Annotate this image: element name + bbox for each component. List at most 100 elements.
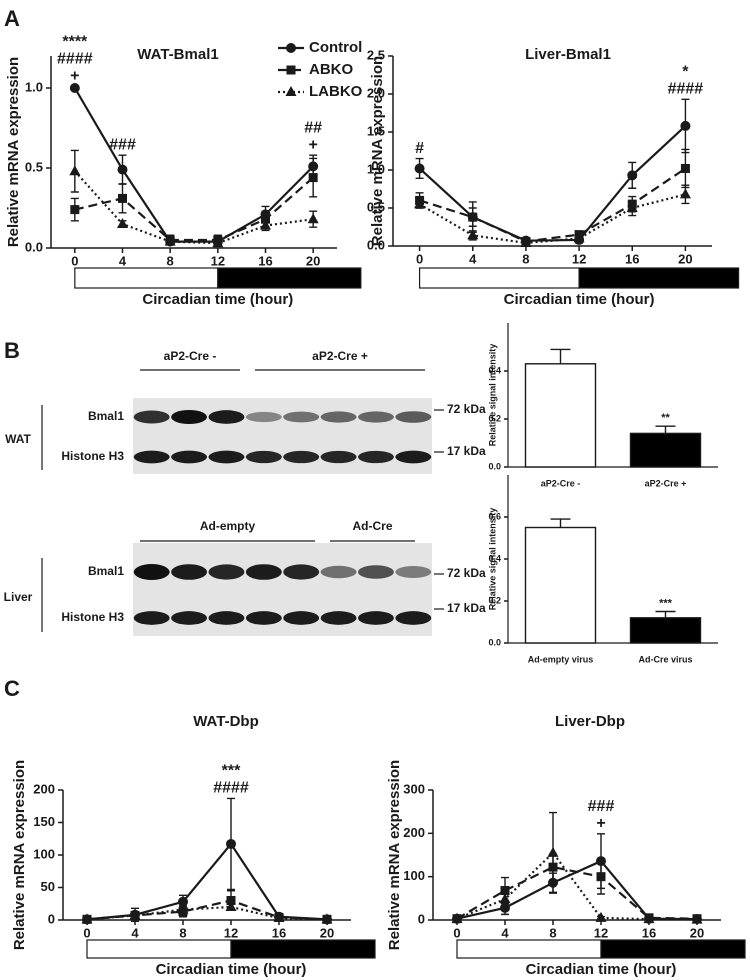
blot-band xyxy=(133,450,170,464)
blot-band xyxy=(357,565,394,579)
x-tick-label: 4 xyxy=(501,925,509,940)
marker xyxy=(679,188,691,199)
y-tick-label: 0.0 xyxy=(367,237,385,252)
marker xyxy=(500,902,510,913)
y-tick-label: 0.2 xyxy=(488,595,501,605)
x-tick-label: 12 xyxy=(224,925,238,940)
annotation: + xyxy=(596,815,605,832)
marker xyxy=(500,886,510,896)
tissue-label: WAT xyxy=(5,432,31,446)
blot-band xyxy=(208,611,245,625)
marker xyxy=(451,912,463,923)
marker xyxy=(164,235,176,246)
marker xyxy=(260,219,271,230)
blot-band xyxy=(357,611,394,625)
y-axis-label: Relative signal intensity xyxy=(487,344,497,447)
blot-band xyxy=(133,564,170,580)
blot-band xyxy=(245,450,282,464)
y-axis-label: Relative signal intensity xyxy=(487,508,497,611)
x-tick-label: 12 xyxy=(211,253,225,268)
y-axis-label: Relative mRNA expression xyxy=(386,760,403,950)
x-tick-label: Ad-Cre virus xyxy=(638,654,692,664)
blot-band xyxy=(245,611,282,625)
x-tick-label: 0 xyxy=(71,253,78,268)
marker xyxy=(414,198,426,209)
blot-band xyxy=(395,411,432,423)
y-axis-label: Relative mRNA expression xyxy=(11,760,28,950)
marker xyxy=(273,912,285,923)
blot-band xyxy=(357,411,394,423)
annotation: + xyxy=(308,136,317,153)
x-axis-label: Circadian time (hour) xyxy=(142,291,293,308)
annotation: **** xyxy=(62,34,88,51)
marker xyxy=(680,120,691,131)
marker xyxy=(308,173,318,183)
size-label: 72 kDa xyxy=(447,566,486,580)
x-tick-label: 8 xyxy=(179,925,186,940)
bar xyxy=(629,617,702,644)
marker xyxy=(595,911,607,922)
y-tick-label: 50 xyxy=(41,879,55,894)
blot-band xyxy=(320,450,357,464)
blot-band xyxy=(245,564,282,580)
x-tick-label: 16 xyxy=(258,253,272,268)
marker xyxy=(286,65,296,75)
panel-label: A xyxy=(4,6,20,31)
marker xyxy=(177,903,189,914)
chart-title: Liver-Bmal1 xyxy=(525,46,611,63)
y-tick-label: 0.5 xyxy=(367,199,385,214)
y-axis-label: Relative mRNA expression xyxy=(5,57,22,247)
blot-band xyxy=(395,611,432,625)
y-tick-label: 2.0 xyxy=(367,85,385,100)
marker xyxy=(225,901,237,911)
marker xyxy=(178,896,188,907)
blot-band xyxy=(395,566,432,578)
series-line xyxy=(456,851,698,921)
annotation: # xyxy=(415,140,424,157)
y-tick-label: 1.5 xyxy=(367,123,385,138)
error-bar xyxy=(550,518,571,528)
annotation: #### xyxy=(668,81,704,98)
y-tick-label: 1.0 xyxy=(367,161,385,176)
blot-row-label: Histone H3 xyxy=(61,449,124,463)
marker xyxy=(596,856,606,867)
marker xyxy=(226,838,236,849)
blot-band xyxy=(283,611,320,625)
chart-title: Liver-Dbp xyxy=(555,713,625,730)
group-label: Ad-Cre xyxy=(352,519,392,533)
marker xyxy=(69,83,80,93)
y-tick-label: 200 xyxy=(403,825,425,840)
y-tick-label: 100 xyxy=(33,846,55,861)
size-label: 17 kDa xyxy=(447,601,486,615)
marker xyxy=(499,893,511,904)
blot-row-label: Bmal1 xyxy=(88,409,124,423)
marker xyxy=(70,205,80,215)
series-line xyxy=(86,905,328,921)
blot-band xyxy=(208,450,245,464)
phase-bar xyxy=(217,267,362,289)
x-tick-label: 20 xyxy=(690,925,704,940)
bar xyxy=(524,363,597,468)
marker xyxy=(226,896,236,905)
x-tick-label: 0 xyxy=(453,925,460,940)
phase-bar xyxy=(86,939,232,959)
y-tick-label: 0 xyxy=(48,911,55,926)
annotation: * xyxy=(682,64,689,81)
series-line xyxy=(73,87,314,243)
series-line xyxy=(418,125,687,242)
x-tick-label: aP2-Cre + xyxy=(645,478,687,488)
x-tick-label: 16 xyxy=(625,251,639,266)
y-tick-label: 0.0 xyxy=(25,239,43,254)
marker xyxy=(69,165,81,176)
group-label: aP2-Cre - xyxy=(164,349,217,363)
y-tick-label: 0.0 xyxy=(488,637,501,647)
blot-band xyxy=(283,564,320,580)
marker xyxy=(261,214,270,224)
marker xyxy=(285,86,297,96)
blot-band xyxy=(171,450,208,464)
legend-label: ABKO xyxy=(309,61,353,78)
series-line xyxy=(456,865,698,920)
x-tick-label: 8 xyxy=(549,925,556,940)
group-label: aP2-Cre + xyxy=(312,349,368,363)
